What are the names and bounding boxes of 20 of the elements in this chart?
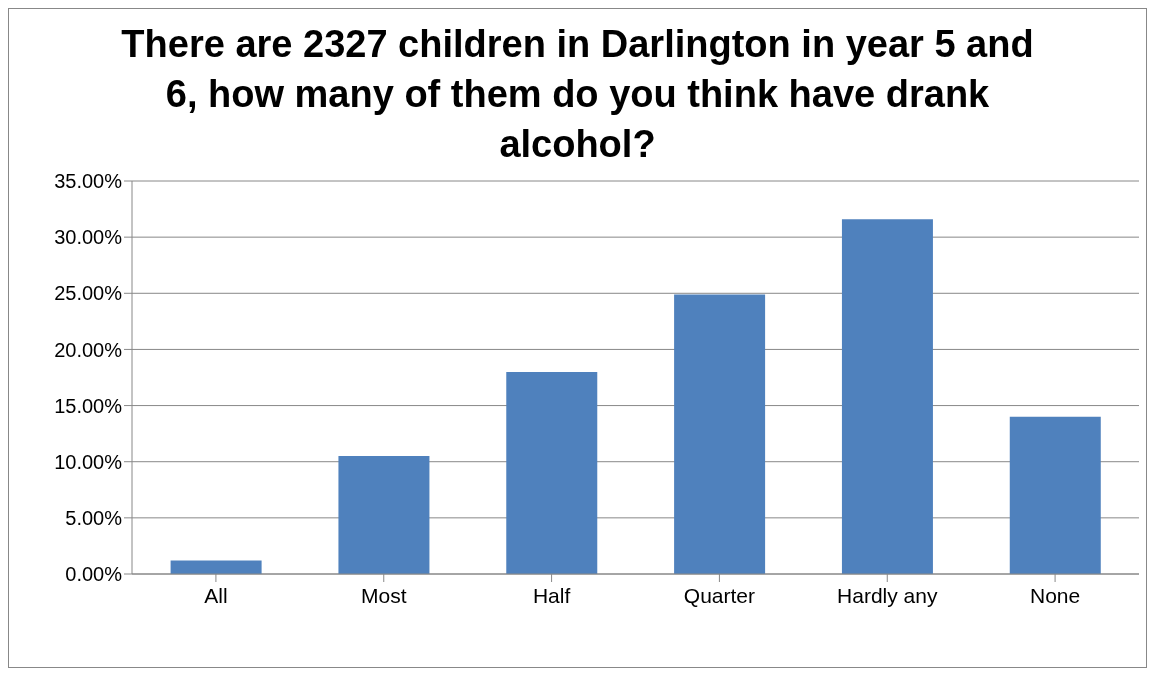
- y-tick-label: 35.00%: [54, 170, 123, 193]
- y-tick-label: 20.00%: [54, 338, 123, 361]
- x-tick-label: Half: [532, 583, 571, 607]
- bar: [841, 219, 933, 574]
- y-tick-label: 10.00%: [54, 450, 123, 473]
- y-tick-label: 5.00%: [65, 506, 123, 529]
- x-tick-label: Hardly any: [837, 583, 938, 607]
- x-tick-label: None: [1029, 583, 1081, 607]
- chart-title: There are 2327 children in Darlington in year 5 and 6, how many of them do you think have drank alcohol?: [120, 22, 1035, 167]
- bar: [674, 294, 766, 574]
- bar: [506, 371, 598, 574]
- bar: [338, 456, 430, 574]
- y-tick-label: 30.00%: [54, 226, 123, 249]
- y-tick-label: 0.00%: [65, 563, 123, 586]
- x-tick-label: Most: [360, 583, 407, 607]
- bar: [1009, 416, 1101, 574]
- y-tick-label: 25.00%: [54, 282, 123, 305]
- x-tick-label: Quarter: [683, 583, 756, 607]
- x-tick-label: All: [204, 583, 228, 607]
- y-tick-label: 15.00%: [54, 394, 123, 417]
